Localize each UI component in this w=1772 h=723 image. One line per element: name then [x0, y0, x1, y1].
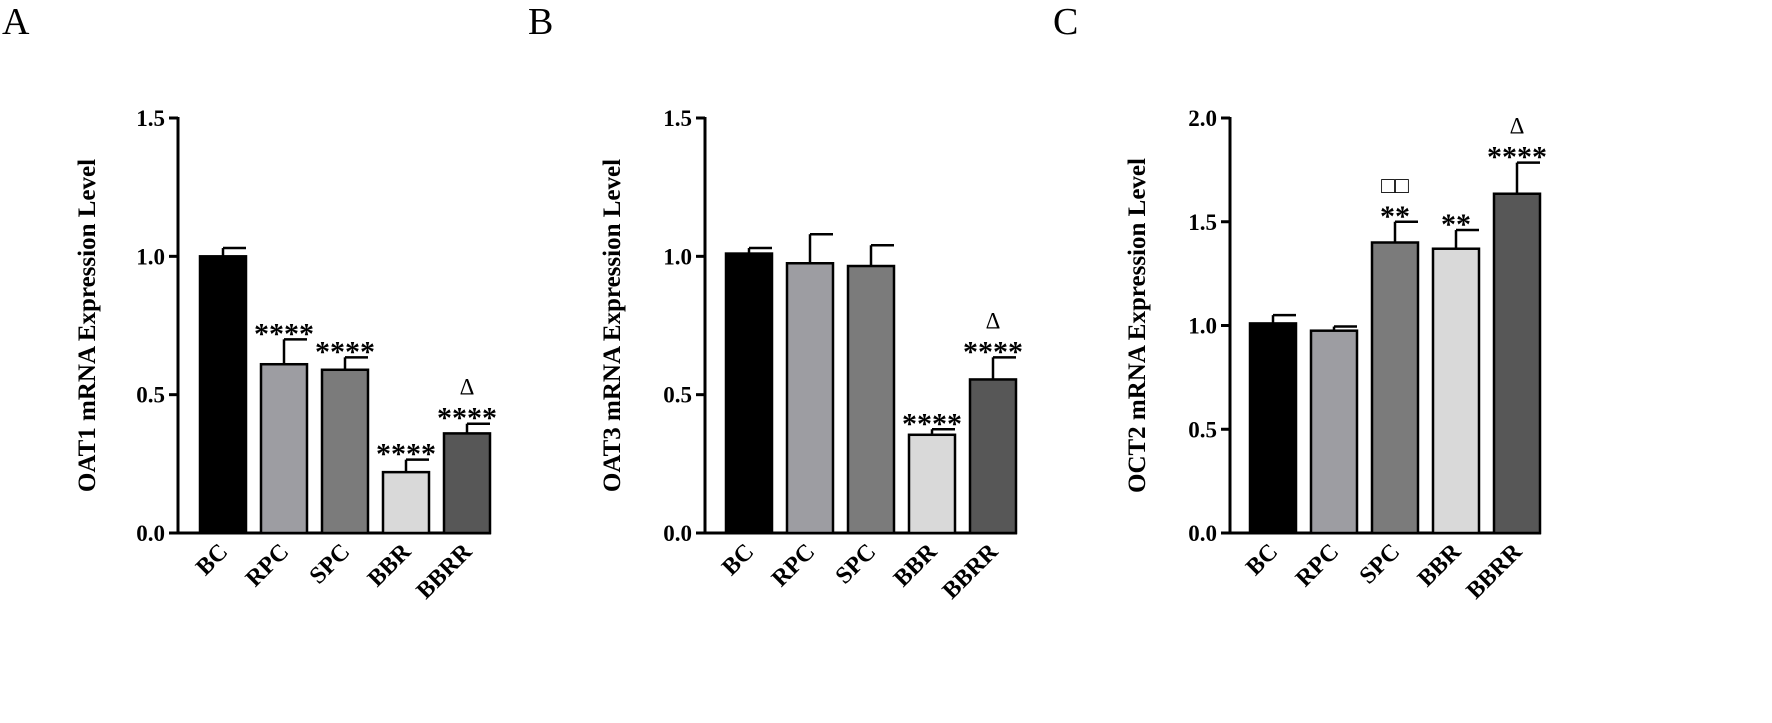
bar-rpc [259, 362, 309, 535]
bar-rpc [1309, 329, 1359, 535]
bar-spc [1370, 241, 1420, 535]
bar-spc [846, 264, 896, 535]
chart-panel-b: B 0.0 0.5 1.0 1.5 OAT3 mRNA Expression Level B… [528, 1, 1023, 604]
bar-rpc [785, 262, 835, 535]
significance-symbol: Δ [1510, 114, 1525, 139]
panel-label: C [1053, 1, 1078, 43]
x-tick-label: BC [191, 539, 233, 581]
significance-stars: **** [963, 335, 1023, 368]
x-tick-label: BC [1241, 539, 1283, 581]
bar-bc [198, 255, 248, 535]
y-tick-label: 1.5 [663, 106, 692, 131]
y-tick-label: 1.5 [1188, 210, 1217, 235]
y-tick-label: 0.5 [663, 383, 692, 408]
x-tick-label: RPC [1291, 539, 1344, 592]
y-tick-label: 0.5 [136, 383, 165, 408]
y-tick-label: 1.0 [136, 244, 165, 269]
significance-symbol: Δ [986, 308, 1001, 333]
panel-label: A [2, 1, 30, 43]
bar-bc [1248, 322, 1298, 535]
bar-spc [320, 368, 370, 535]
x-tick-label: RPC [241, 539, 294, 592]
y-axis-title: OCT2 mRNA Expression Level [1124, 158, 1151, 493]
bar-bbrr [1492, 192, 1542, 535]
y-axis-title: OAT1 mRNA Expression Level [74, 159, 101, 492]
significance-stars: **** [902, 407, 962, 440]
y-tick-label: 2.0 [1188, 106, 1217, 131]
x-tick-label: SPC [1355, 539, 1405, 589]
panel-label: B [528, 1, 553, 43]
significance-stars: **** [437, 402, 497, 435]
significance-stars: **** [376, 438, 436, 471]
significance-stars: **** [1487, 141, 1547, 174]
significance-symbol: Δ [460, 375, 475, 400]
bar-bbr [907, 433, 957, 535]
x-tick-label: BBRR [1462, 538, 1528, 604]
y-tick-label: 1.0 [663, 244, 692, 269]
x-tick-label: BC [717, 539, 759, 581]
bar-bbrr [442, 432, 492, 535]
y-tick-label: 0.0 [1188, 521, 1217, 546]
x-tick-label: BBR [1413, 538, 1467, 592]
significance-stars: **** [315, 335, 375, 368]
y-tick-label: 1.0 [1188, 314, 1217, 339]
y-tick-label: 0.0 [663, 521, 692, 546]
x-tick-label: BBRR [412, 538, 478, 604]
x-tick-label: BBR [889, 538, 943, 592]
y-tick-label: 0.0 [136, 521, 165, 546]
x-tick-label: SPC [831, 539, 881, 589]
significance-symbol: □□ [1381, 173, 1409, 198]
x-tick-label: BBRR [938, 538, 1004, 604]
y-tick-label: 1.5 [136, 106, 165, 131]
bar-bbr [1431, 247, 1481, 535]
x-tick-label: BBR [363, 538, 417, 592]
y-axis-title: OAT3 mRNA Expression Level [599, 159, 626, 492]
x-tick-label: SPC [305, 539, 355, 589]
significance-stars: ** [1380, 200, 1410, 233]
significance-stars: ** [1441, 208, 1471, 241]
chart-panel-a: A 0.0 0.5 1.0 1.5 OAT1 mRNA Expression Level B… [2, 1, 497, 604]
significance-stars: **** [254, 317, 314, 350]
y-tick-label: 0.5 [1188, 417, 1217, 442]
bar-bbrr [968, 378, 1018, 535]
chart-panel-c: C 0.0 0.5 1.0 1.5 2.0 OCT2 mRNA Expression Lev… [1053, 1, 1547, 604]
bar-bbr [381, 470, 431, 535]
bar-bc [724, 252, 774, 535]
x-tick-label: RPC [767, 539, 820, 592]
